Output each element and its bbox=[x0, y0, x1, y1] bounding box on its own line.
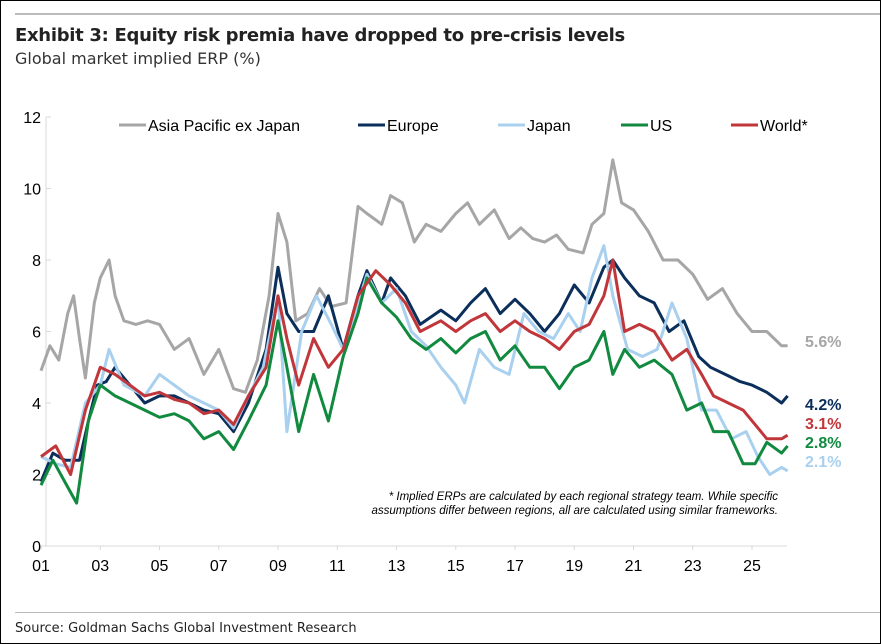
x-tick-label: 25 bbox=[743, 558, 761, 575]
y-tick-label: 6 bbox=[32, 325, 41, 342]
legend-label: Asia Pacific ex Japan bbox=[148, 118, 300, 135]
y-tick-label: 10 bbox=[23, 182, 41, 199]
y-tick-label: 0 bbox=[32, 539, 41, 556]
legend-label: World* bbox=[760, 118, 808, 135]
legend-label: US bbox=[650, 118, 672, 135]
y-tick-label: 8 bbox=[32, 253, 41, 270]
legend-label: Europe bbox=[387, 118, 439, 135]
series-line-us bbox=[39, 276, 789, 505]
legend-label: Japan bbox=[527, 118, 571, 135]
x-tick-label: 11 bbox=[329, 558, 346, 575]
x-tick-label: 17 bbox=[506, 558, 524, 575]
line-chart: 0 2 4 6 8 10 12 01 03 05 07 09 11 13 15 17 19 21 23 25 Asia … bbox=[23, 110, 841, 575]
end-value-label: 2.1% bbox=[805, 454, 841, 471]
series-line-asia-pacific-ex-japan bbox=[39, 158, 788, 394]
source-note: Source: Goldman Sachs Global Investment … bbox=[15, 621, 357, 636]
x-tick-label: 07 bbox=[210, 558, 228, 575]
x-tick-label: 03 bbox=[91, 558, 109, 575]
x-tick-label: 19 bbox=[565, 558, 583, 575]
series-line-europe bbox=[39, 258, 789, 483]
x-tick-label: 13 bbox=[388, 558, 406, 575]
y-tick-label: 4 bbox=[32, 396, 41, 413]
chart-title: Exhibit 3: Equity risk premia have dropp… bbox=[15, 25, 625, 46]
end-value-label: 4.2% bbox=[805, 397, 841, 414]
top-divider bbox=[15, 13, 880, 15]
x-tick-label: 09 bbox=[269, 558, 287, 575]
x-tick-label: 21 bbox=[625, 558, 643, 575]
x-tick-label: 05 bbox=[151, 558, 169, 575]
bottom-divider bbox=[15, 612, 880, 613]
series-line-japan bbox=[40, 244, 789, 476]
series-line-world- bbox=[40, 258, 789, 476]
y-tick-label: 12 bbox=[23, 110, 41, 127]
footnote-line: * Implied ERPs are calculated by each re… bbox=[389, 491, 779, 503]
end-value-label: 3.1% bbox=[805, 416, 841, 433]
x-tick-label: 15 bbox=[447, 558, 465, 575]
x-tick-label: 01 bbox=[32, 558, 50, 575]
end-value-label: 5.6% bbox=[805, 334, 841, 351]
footnote-line: assumptions differ between regions, all … bbox=[371, 505, 778, 517]
end-value-label: 2.8% bbox=[805, 435, 841, 452]
chart-subtitle: Global market implied ERP (%) bbox=[15, 49, 261, 68]
x-tick-label: 23 bbox=[684, 558, 702, 575]
y-tick-label: 2 bbox=[32, 468, 41, 485]
